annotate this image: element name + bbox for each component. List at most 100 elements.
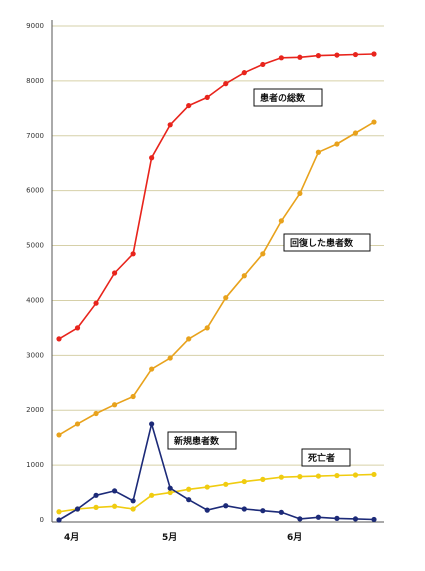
y-tick-label: 9000 <box>26 22 44 30</box>
x-tick-label: 4月 <box>64 532 79 543</box>
data-point <box>241 273 247 279</box>
data-point <box>56 509 62 515</box>
data-point <box>167 489 173 496</box>
data-point <box>111 402 118 408</box>
series-labels: 患者の総数 回復した患者数 新規患者数 死亡者 <box>167 88 371 467</box>
data-point <box>352 516 359 522</box>
data-point <box>111 488 118 494</box>
data-point <box>352 51 359 58</box>
data-point <box>315 149 322 155</box>
data-point <box>241 70 247 76</box>
data-point <box>297 474 303 480</box>
data-point <box>334 515 340 521</box>
y-tick-labels: 0 1000 2000 3000 4000 5000 6000 7000 8000 9000 <box>26 22 44 524</box>
data-point <box>278 218 284 224</box>
series-line <box>58 53 375 340</box>
series-label-recovered: 回復した患者数 <box>283 233 371 252</box>
data-point <box>223 81 229 87</box>
y-tick-label: 1000 <box>26 461 44 469</box>
x-tick-label: 6月 <box>287 532 302 543</box>
data-point <box>56 336 62 342</box>
data-point <box>93 300 99 306</box>
data-point <box>93 504 99 510</box>
data-point <box>186 486 192 492</box>
series-label-new: 新規患者数 <box>167 431 237 450</box>
series-layer <box>56 51 377 523</box>
data-point <box>223 503 229 509</box>
data-point <box>204 507 210 513</box>
axes <box>51 20 384 523</box>
y-tick-label: 0 <box>40 516 44 524</box>
data-point <box>186 336 192 342</box>
series-label-box <box>283 233 371 252</box>
data-point <box>93 492 99 498</box>
y-tick-label: 8000 <box>26 77 44 85</box>
data-point <box>167 485 173 491</box>
data-point <box>334 141 340 147</box>
series-label-box <box>167 431 237 450</box>
data-point <box>371 516 377 523</box>
data-point <box>371 119 377 125</box>
series-line <box>58 473 375 513</box>
y-tick-label: 3000 <box>26 351 44 359</box>
y-tick-label: 5000 <box>26 242 44 250</box>
series-1 <box>56 119 377 438</box>
data-point <box>278 509 284 515</box>
data-point <box>204 94 210 100</box>
x-tick-labels: 4月 5月 6月 <box>64 532 302 543</box>
data-point <box>352 472 359 478</box>
data-point <box>186 102 192 109</box>
series-line <box>58 423 375 521</box>
data-point <box>130 393 136 400</box>
series-label-text: 患者の総数 <box>260 92 306 104</box>
data-point <box>223 481 229 487</box>
data-point <box>204 325 210 331</box>
y-tick-label: 2000 <box>26 406 44 414</box>
data-point <box>297 54 303 60</box>
data-point <box>352 130 359 136</box>
data-point <box>74 506 81 512</box>
data-point <box>149 155 155 161</box>
x-tick-label: 5月 <box>162 532 177 543</box>
data-point <box>315 53 322 59</box>
series-0 <box>56 51 377 342</box>
series-3 <box>56 421 377 523</box>
data-point <box>315 514 322 520</box>
data-point <box>56 517 62 523</box>
data-point <box>167 355 173 361</box>
y-tick-label: 4000 <box>26 296 44 304</box>
series-label-text: 新規患者数 <box>174 435 220 447</box>
data-point <box>241 506 247 512</box>
data-point <box>93 410 99 417</box>
series-label-text: 回復した患者数 <box>290 237 354 249</box>
data-point <box>74 325 81 331</box>
y-tick-label: 6000 <box>26 187 44 195</box>
data-point <box>241 478 247 485</box>
data-point <box>186 497 192 503</box>
gridlines <box>52 25 384 466</box>
data-point <box>297 190 303 197</box>
data-point <box>371 51 377 57</box>
series-label-deaths: 死亡者 <box>301 448 351 467</box>
data-point <box>260 61 266 68</box>
data-point <box>111 503 118 509</box>
data-point <box>204 484 210 490</box>
data-point <box>130 251 136 257</box>
data-point <box>56 432 62 438</box>
data-point <box>130 506 136 512</box>
data-point <box>111 270 118 276</box>
data-point <box>167 122 173 128</box>
series-label-box <box>253 88 323 107</box>
series-label-total: 患者の総数 <box>253 88 323 107</box>
data-point <box>334 52 340 58</box>
data-point <box>278 55 284 61</box>
series-label-box <box>301 448 351 467</box>
data-point <box>223 295 229 301</box>
series-2 <box>56 471 377 515</box>
series-line <box>58 121 375 436</box>
data-point <box>260 508 266 514</box>
data-point <box>297 516 303 522</box>
y-tick-label: 7000 <box>26 132 44 140</box>
data-point <box>149 366 155 372</box>
